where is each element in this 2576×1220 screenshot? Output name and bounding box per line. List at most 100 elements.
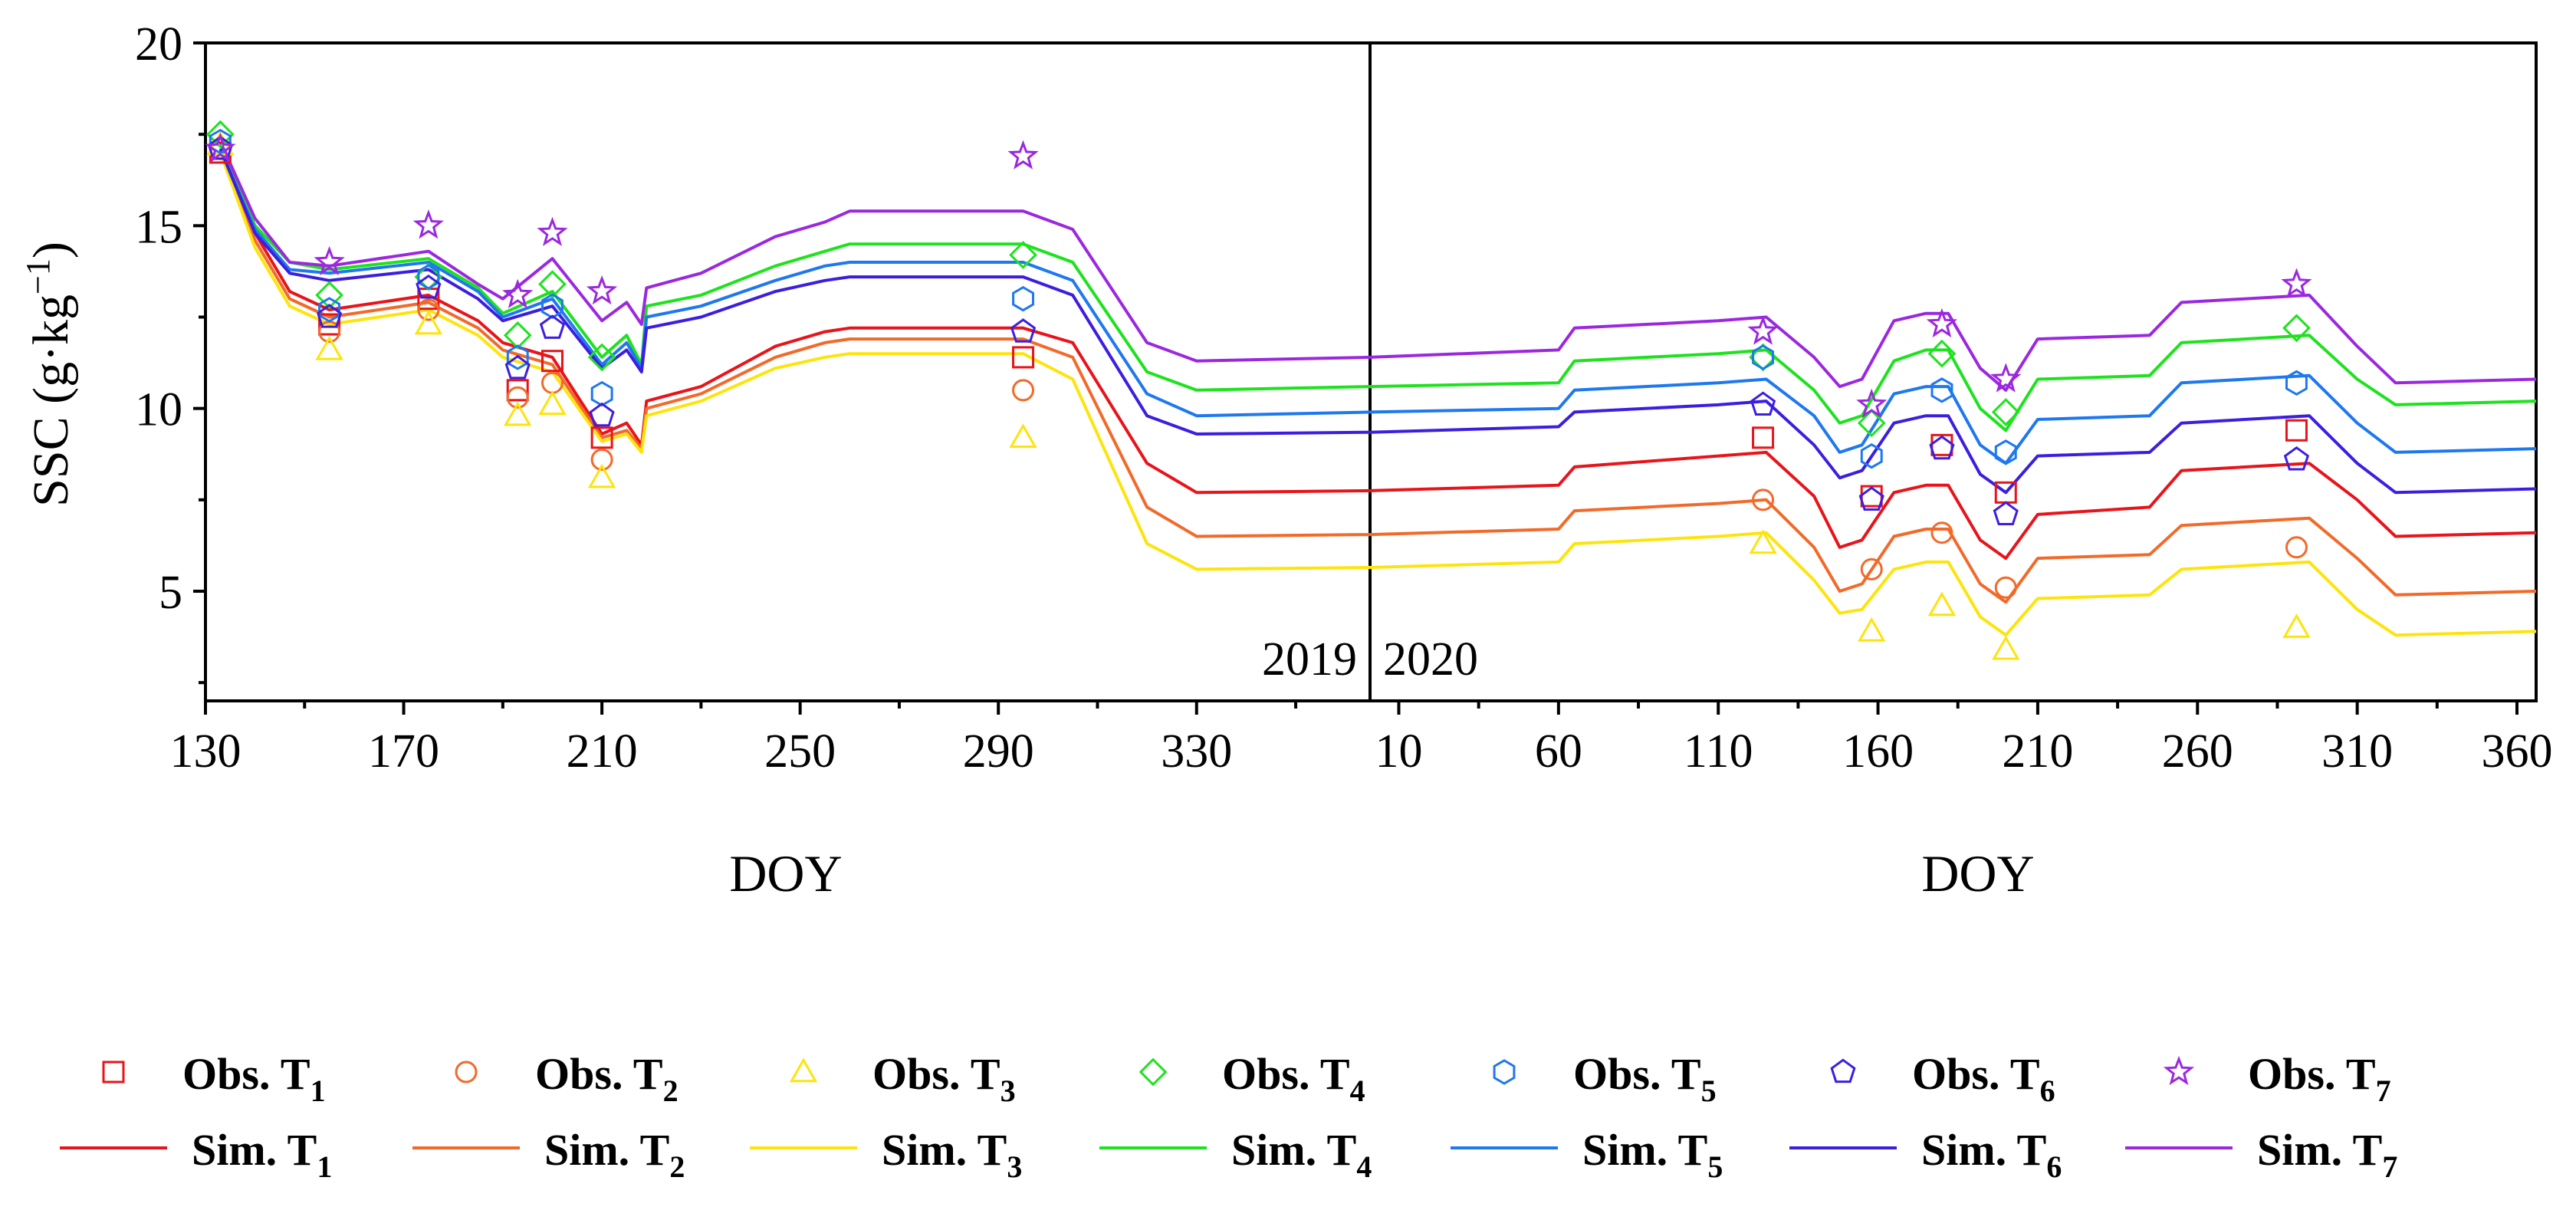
obs-point-t3 [587,463,616,488]
obs-point-t7 [412,209,444,239]
y-tick-label: 10 [135,384,182,436]
legend-obs-text: Obs. T [182,1049,310,1099]
legend-obs-text: Obs. T [1912,1049,2040,1099]
x-axis-label-2020: DOY [1921,844,2034,903]
legend-obs-label-t2: Obs. T2 [535,1049,678,1108]
y-tick-label: 15 [135,201,182,253]
legend-sim-subscript: 1 [317,1149,332,1184]
sim-line-t5-2020 [1369,373,2537,465]
obs-point-t1 [1752,426,1775,449]
legend-sim-subscript: 6 [2046,1149,2062,1184]
obs-point-t4 [1991,398,2020,426]
sim-line-t2-2020 [1369,498,2537,604]
obs-point-t5 [1860,442,1883,469]
obs-point-t4 [1857,409,1886,438]
year-label-2020: 2020 [1383,633,1478,686]
legend-obs-marker-t2 [455,1061,478,1084]
obs-point-t3 [1749,529,1777,554]
obs-point-t7 [1990,363,2022,393]
legend-sim-label-t1: Sim. T1 [192,1125,332,1184]
obs-point-t1 [540,350,564,373]
obs-point-t3 [315,335,343,360]
legend-sim-text: Sim. T [2257,1125,2382,1175]
obs-point-t1 [590,426,613,449]
legend-sim-label-t2: Sim. T2 [544,1125,685,1184]
legend-sim-text: Sim. T [1231,1125,1356,1175]
legend-sim-label-t4: Sim. T4 [1231,1125,1372,1184]
obs-point-t1 [1012,346,1035,369]
obs-point-t5 [1752,344,1774,370]
x2019-x-tick-label: 170 [368,725,439,778]
legend-obs-label-t7: Obs. T7 [2248,1049,2391,1108]
obs-point-t6 [539,314,566,339]
legend-obs-subscript: 3 [1001,1074,1016,1108]
obs-point-t5 [2285,370,2308,396]
obs-point-t6 [317,304,343,328]
legend-obs-text: Obs. T [1573,1049,1701,1099]
legend-sim-text: Sim. T [192,1125,317,1175]
obs-point-t4 [2282,314,2311,343]
obs-point-t2 [1860,557,1883,580]
axis-ticks [193,41,2518,715]
y-axis-label-close: ) [23,242,79,258]
obs-point-t3 [1009,423,1037,448]
obs-point-t2 [1994,576,2017,599]
obs-point-t5 [590,380,613,407]
legend-sim-label-t3: Sim. T3 [882,1125,1022,1184]
obs-point-t4 [1749,343,1777,372]
legend-sim-subscript: 3 [1007,1149,1022,1184]
obs-point-t3 [1927,591,1957,617]
obs-point-t6 [1858,486,1884,511]
obs-point-t7 [502,278,534,309]
obs-point-t3 [538,390,567,416]
obs-point-t6 [1010,318,1037,343]
legend-obs-marker-t3 [789,1057,818,1083]
y-tick-label: 20 [135,18,182,71]
obs-point-t7 [1926,307,1958,338]
obs-point-t2 [2285,536,2308,559]
obs-point-t5 [318,297,340,323]
legend-obs-label-t5: Obs. T5 [1573,1049,1717,1108]
x2019-x-tick-label: 210 [567,725,638,778]
legend-sim-subscript: 4 [1356,1149,1372,1184]
obs-point-t5 [1930,377,1953,403]
sim-line-t4-2020 [1369,334,2537,432]
obs-point-t7 [1747,315,1779,345]
obs-point-t6 [2283,446,2310,471]
obs-point-t5 [541,293,564,319]
obs-point-t7 [1007,140,1039,169]
x2020-x-tick-label: 60 [1535,725,1582,778]
obs-point-t6 [1750,391,1776,416]
x-axis-label-2019: DOY [729,844,842,903]
obs-point-t4 [587,343,616,372]
obs-point-t5 [209,128,232,155]
x2019-x-tick-label: 130 [170,725,242,778]
obs-point-t3 [1992,635,2020,660]
sim-line-t7-2020 [1369,293,2537,392]
obs-point-t2 [417,298,440,321]
sim-line-t3-2020 [1369,531,2537,637]
obs-point-t6 [416,274,442,299]
obs-point-t2 [506,386,529,409]
legend-obs-text: Obs. T [872,1049,1001,1099]
obs-point-t2 [1930,521,1953,544]
obs-point-t4 [1009,241,1037,269]
legend-obs-subscript: 5 [1701,1074,1717,1108]
obs-point-t6 [589,402,615,427]
legend-obs-subscript: 7 [2376,1074,2391,1108]
sim-line-t6-2019 [219,148,1371,436]
obs-point-t1 [2285,419,2308,442]
sim-line-t3-2019 [219,152,1371,571]
year-label-2019: 2019 [1262,633,1357,686]
y-tick-label: 5 [159,567,182,619]
x2020-x-tick-label: 160 [1842,725,1914,778]
obs-point-t4 [1927,339,1957,368]
obs-point-t5 [1994,439,2017,465]
y-axis-label-main: SSC (g·kg [23,294,79,507]
x2020-x-tick-label: 310 [2321,725,2393,778]
legend-sim-subscript: 2 [669,1149,685,1184]
obs-point-t7 [537,216,568,246]
obs-point-t1 [318,313,341,336]
